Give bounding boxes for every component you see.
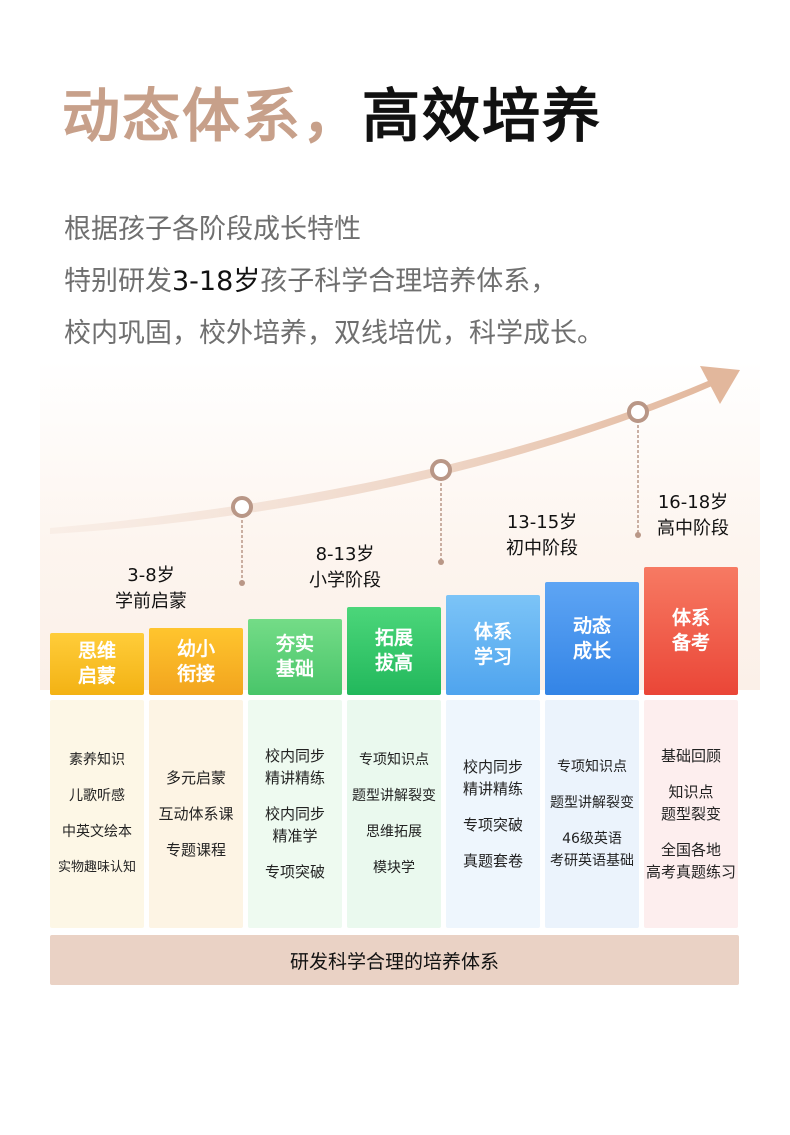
stage-marker-1 [231, 496, 253, 518]
column-header-line: 衔接 [176, 662, 215, 685]
stage-marker-3 [627, 401, 649, 423]
list-item: 专项突破 [462, 816, 523, 834]
stage-junior-high: 13-15岁 初中阶段 [487, 510, 597, 562]
column-header-line: 学习 [473, 646, 512, 668]
list-item: 专项知识点 [359, 752, 429, 768]
list-item: 题型讲解裂变 [550, 795, 634, 811]
list-item-text: 校内同步 精讲精练 [264, 747, 325, 787]
title-part-2: 高效培养 [362, 82, 603, 150]
column-header-foundation: 夯实 基础 [248, 619, 342, 695]
list-item: 校内同步 精准学 [265, 803, 325, 847]
title-part-1: 动态体系， [62, 82, 363, 150]
list-item: 中英文绘本 [62, 824, 132, 840]
stage-name: 小学阶段 [309, 570, 381, 591]
column-header-thinking: 思维 启蒙 [50, 633, 144, 695]
column-header-line: 成长 [572, 639, 611, 662]
column-header-line: 体系 [671, 607, 710, 629]
stage-primary: 8-13岁 小学阶段 [290, 542, 400, 594]
stage-age: 3-8岁 [127, 565, 175, 586]
column-header-dynamic-growth: 动态 成长 [545, 582, 639, 695]
column-header-system-learning: 体系 学习 [446, 595, 540, 695]
column-header-line: 拔高 [374, 652, 413, 674]
column-body-system-learning: 校内同步 精讲精练 专项突破 真题套卷 [446, 700, 540, 928]
stage-age: 8-13岁 [315, 544, 375, 565]
column-header-line: 体系 [473, 621, 512, 643]
footer-banner: 研发科学合理的培养体系 [50, 935, 739, 985]
intro-line-1: 根据孩子各阶段成长特性 [64, 214, 361, 245]
list-item: 儿歌听感 [69, 788, 125, 804]
list-item: 实物趣味认知 [57, 860, 136, 875]
stage-name: 初中阶段 [506, 538, 578, 559]
list-item-text: 46级英语 考研英语基础 [550, 831, 634, 869]
column-header-line: 拓展 [374, 627, 413, 649]
intro-text: 根据孩子各阶段成长特性 特别研发3-18岁孩子科学合理培养体系， 校内巩固，校外… [64, 204, 604, 360]
stage-name: 学前启蒙 [115, 591, 187, 612]
intro-line-2-post: 孩子科学合理培养体系， [260, 266, 558, 297]
stage-senior-high: 16-18岁 高中阶段 [638, 490, 748, 542]
column-header-line: 启蒙 [77, 665, 116, 687]
list-item: 素养知识 [69, 752, 125, 768]
column-body-transition: 多元启蒙 互动体系课 专题课程 [149, 700, 243, 928]
list-item: 互动体系课 [158, 805, 234, 823]
column-body-foundation: 校内同步 精讲精练 校内同步 精准学 专项突破 [248, 700, 342, 928]
page-title: 动态体系，高效培养 [62, 80, 602, 152]
column-header-line: 夯实 [275, 633, 314, 655]
stage-marker-2 [430, 459, 452, 481]
stage-preschool: 3-8岁 学前启蒙 [96, 563, 206, 615]
list-item: 题型讲解裂变 [352, 788, 436, 804]
column-header-exam-prep: 体系 备考 [644, 567, 738, 695]
column-header-line: 思维 [77, 640, 116, 662]
growth-arrow-head [700, 366, 740, 404]
list-item-text: 校内同步 精讲精练 [462, 758, 523, 798]
column-header-advance: 拓展 拔高 [347, 607, 441, 695]
list-item: 专题课程 [165, 841, 226, 859]
list-item: 校内同步 精讲精练 [265, 745, 325, 789]
intro-age-range: 3-18岁 [172, 266, 261, 297]
list-item: 基础回顾 [660, 747, 721, 765]
stage-end-dot-2 [438, 559, 444, 565]
column-body-dynamic-growth: 专项知识点 题型讲解裂变 46级英语 考研英语基础 [545, 700, 639, 928]
list-item: 多元启蒙 [165, 769, 226, 787]
list-item: 真题套卷 [462, 852, 523, 870]
column-header-line: 幼小 [176, 637, 215, 660]
list-item: 校内同步 精讲精练 [463, 756, 523, 800]
list-item: 全国各地 高考真题练习 [646, 839, 736, 883]
stage-end-dot-1 [239, 580, 245, 586]
column-body-advance: 专项知识点 题型讲解裂变 思维拓展 模块学 [347, 700, 441, 928]
intro-line-3: 校内巩固，校外培养，双线培优，科学成长。 [64, 318, 604, 349]
stage-age: 13-15岁 [506, 512, 578, 533]
stage-end-dot-3 [635, 532, 641, 538]
list-item: 思维拓展 [366, 824, 422, 840]
stage-age: 16-18岁 [657, 492, 729, 513]
column-header-line: 备考 [671, 632, 710, 654]
column-body-thinking: 素养知识 儿歌听感 中英文绘本 实物趣味认知 [50, 700, 144, 928]
list-item-text: 校内同步 精准学 [264, 805, 325, 845]
column-header-line: 基础 [275, 658, 314, 680]
intro-line-2: 特别研发3-18岁孩子科学合理培养体系， [64, 256, 604, 308]
column-body-exam-prep: 基础回顾 知识点 题型裂变 全国各地 高考真题练习 [644, 700, 738, 928]
list-item: 知识点 题型裂变 [661, 781, 721, 825]
list-item: 模块学 [373, 860, 415, 876]
stage-name: 高中阶段 [657, 518, 729, 539]
list-item-text: 知识点 题型裂变 [660, 783, 721, 823]
list-item: 专项知识点 [557, 759, 627, 775]
column-header-line: 动态 [572, 614, 611, 637]
intro-line-2-pre: 特别研发 [64, 266, 172, 297]
list-item: 46级英语 考研英语基础 [550, 828, 634, 872]
column-header-transition: 幼小 衔接 [149, 628, 243, 695]
list-item-text: 全国各地 高考真题练习 [645, 841, 736, 881]
growth-arrow-shaft [50, 378, 715, 534]
list-item: 专项突破 [264, 863, 325, 881]
